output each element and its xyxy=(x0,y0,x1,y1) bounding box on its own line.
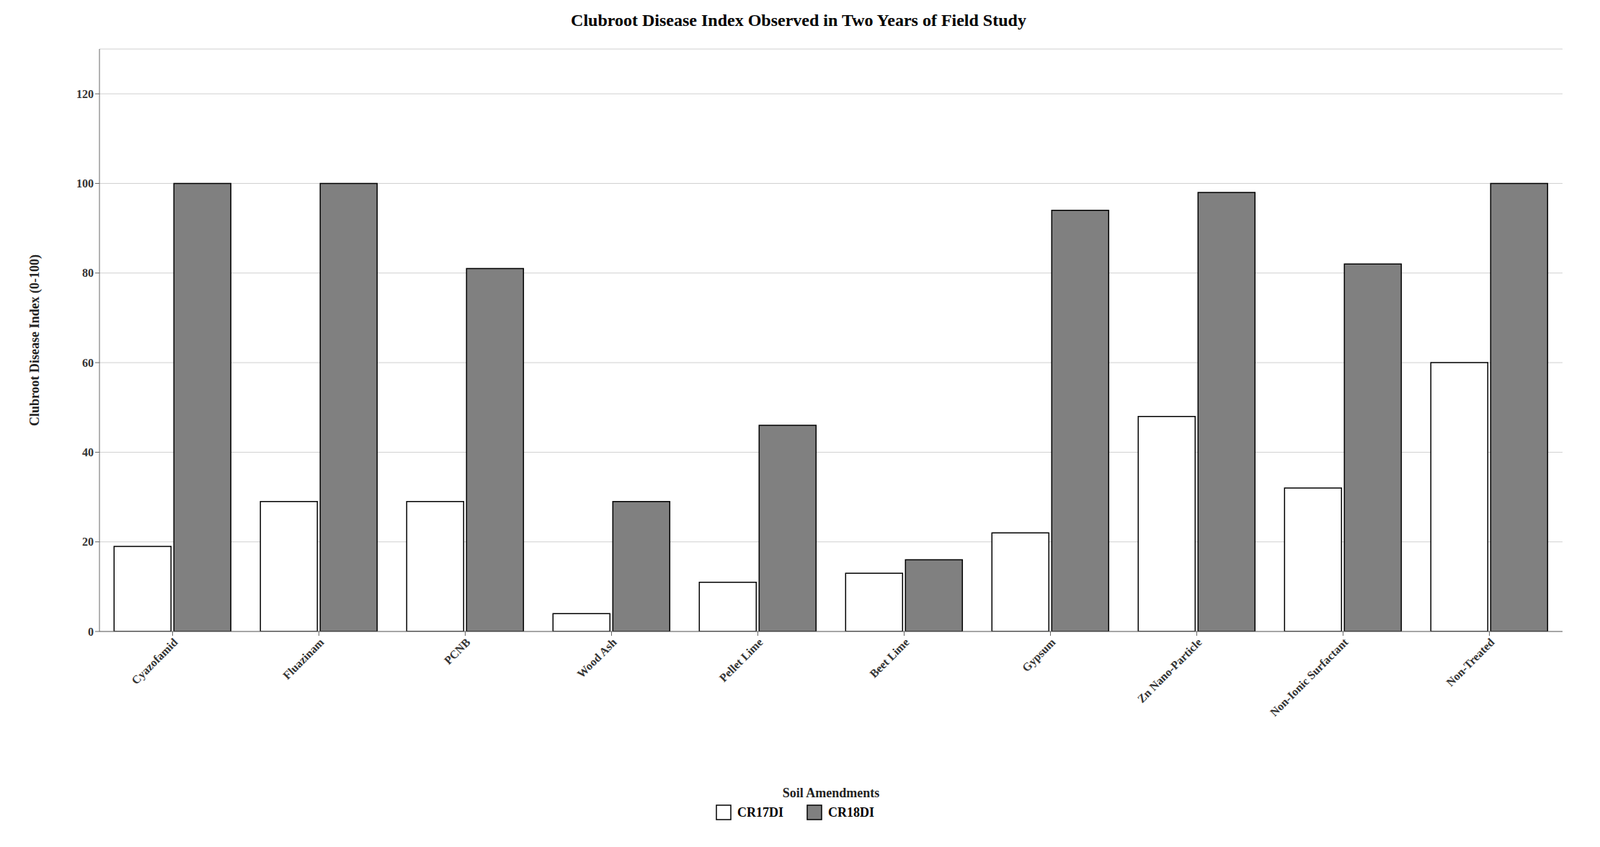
svg-text:Pellet Lime: Pellet Lime xyxy=(717,635,766,684)
svg-text:Non-Ionic Surfactant: Non-Ionic Surfactant xyxy=(1267,635,1351,719)
html-text:Clubroot Disease Index Observe: Clubroot Disease Index Observed in Two Y… xyxy=(570,10,1027,30)
svg-text:100: 100 xyxy=(76,177,94,190)
html-text:CR17DI: CR17DI xyxy=(737,804,784,820)
svg-text:Cyazofamid: Cyazofamid xyxy=(129,635,181,687)
svg-text:Fluazinam: Fluazinam xyxy=(280,635,327,682)
svg-text:20: 20 xyxy=(82,535,94,548)
svg-text:PCNB: PCNB xyxy=(441,635,473,667)
svg-text:0: 0 xyxy=(87,625,94,638)
svg-text:Zn Nano-Particle: Zn Nano-Particle xyxy=(1135,635,1205,705)
svg-text:Gypsum: Gypsum xyxy=(1019,635,1059,675)
svg-text:40: 40 xyxy=(82,446,94,459)
svg-text:Clubroot Disease Index (0-100): Clubroot Disease Index (0-100) xyxy=(27,254,43,426)
svg-text:120: 120 xyxy=(76,87,94,101)
svg-text:80: 80 xyxy=(82,266,94,279)
svg-text:Soil Amendments: Soil Amendments xyxy=(782,785,880,800)
svg-text:Wood Ash: Wood Ash xyxy=(574,635,619,680)
svg-text:Non-Treated: Non-Treated xyxy=(1443,635,1497,689)
svg-text:60: 60 xyxy=(82,356,94,370)
svg-text:Beet Lime: Beet Lime xyxy=(867,635,911,680)
html-text:CR18DI: CR18DI xyxy=(828,804,875,820)
